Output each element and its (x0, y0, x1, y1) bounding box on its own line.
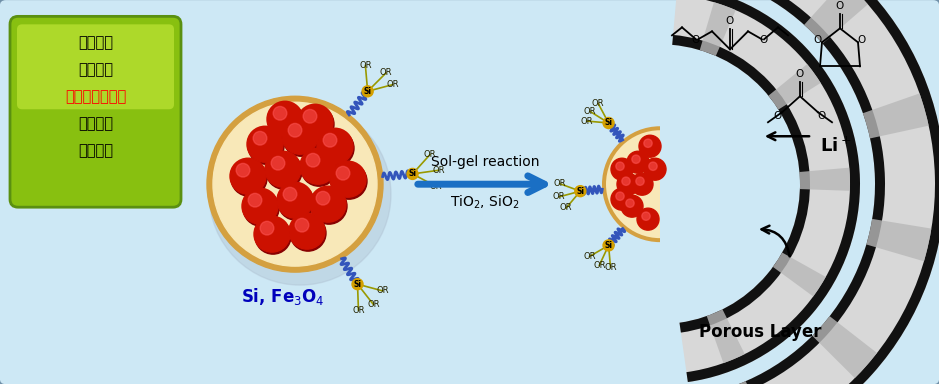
Text: Sol-gel reaction: Sol-gel reaction (431, 155, 539, 169)
Text: OR: OR (583, 252, 595, 261)
Text: O: O (796, 69, 804, 79)
Wedge shape (672, 35, 810, 333)
Circle shape (631, 173, 653, 195)
Circle shape (247, 126, 283, 162)
Wedge shape (804, 0, 868, 43)
Circle shape (318, 130, 354, 166)
Circle shape (316, 191, 330, 205)
Text: O: O (692, 35, 700, 45)
Text: Si: Si (577, 187, 584, 196)
Circle shape (644, 158, 666, 180)
Text: Li$^+$: Li$^+$ (820, 137, 852, 156)
Circle shape (642, 212, 650, 220)
Text: OR: OR (580, 117, 593, 126)
Circle shape (237, 163, 250, 177)
Text: OR: OR (377, 286, 389, 295)
Text: OR: OR (379, 68, 393, 78)
Wedge shape (721, 381, 770, 384)
Circle shape (283, 120, 319, 156)
Circle shape (230, 158, 266, 194)
Circle shape (639, 135, 661, 157)
Wedge shape (867, 219, 931, 261)
Circle shape (407, 169, 418, 179)
Text: O: O (836, 2, 844, 12)
Text: OR: OR (359, 61, 372, 70)
Text: 전궹소재: 전궹소재 (79, 116, 114, 131)
FancyBboxPatch shape (10, 17, 181, 207)
Circle shape (284, 187, 297, 201)
Circle shape (231, 160, 267, 196)
Circle shape (330, 161, 366, 197)
Text: Si: Si (605, 119, 612, 127)
Circle shape (317, 128, 353, 164)
Wedge shape (670, 0, 939, 384)
Circle shape (260, 221, 274, 235)
Circle shape (616, 162, 624, 170)
Text: O: O (774, 111, 782, 121)
Circle shape (278, 184, 314, 220)
FancyBboxPatch shape (17, 24, 174, 109)
Circle shape (207, 96, 383, 272)
Text: OR: OR (429, 182, 441, 190)
Wedge shape (668, 0, 885, 384)
Circle shape (310, 186, 346, 222)
Circle shape (295, 218, 309, 232)
Text: OR: OR (593, 261, 606, 270)
Circle shape (255, 218, 291, 254)
Text: OR: OR (553, 179, 566, 188)
Circle shape (311, 188, 347, 224)
Text: OR: OR (553, 192, 565, 201)
Wedge shape (677, 0, 860, 382)
Text: Porous Layer: Porous Layer (699, 323, 822, 341)
Circle shape (288, 123, 301, 137)
Text: OR: OR (560, 204, 573, 212)
Circle shape (331, 163, 367, 199)
Text: Si: Si (408, 169, 417, 179)
Text: 형성기술: 형성기술 (79, 143, 114, 158)
Circle shape (266, 153, 302, 189)
Text: Si, Fe$_3$O$_4$: Si, Fe$_3$O$_4$ (241, 286, 325, 306)
Circle shape (303, 109, 316, 123)
Circle shape (637, 208, 659, 230)
Circle shape (575, 186, 586, 197)
Text: OR: OR (387, 80, 399, 89)
Circle shape (301, 150, 337, 186)
Text: O: O (726, 17, 734, 26)
Wedge shape (672, 0, 860, 382)
Text: Si: Si (605, 241, 612, 250)
Text: O: O (818, 111, 826, 121)
Text: OR: OR (367, 300, 379, 309)
Circle shape (268, 103, 304, 139)
Wedge shape (700, 2, 736, 56)
Circle shape (611, 188, 633, 210)
Circle shape (323, 133, 337, 147)
Circle shape (213, 102, 377, 266)
Text: OR: OR (592, 99, 605, 108)
Wedge shape (863, 93, 929, 139)
Text: O: O (814, 35, 823, 45)
Circle shape (243, 190, 279, 226)
Circle shape (277, 182, 313, 218)
Text: OR: OR (432, 166, 444, 175)
Circle shape (273, 106, 286, 120)
Circle shape (603, 240, 614, 251)
Text: 임베디드: 임베디드 (79, 62, 114, 77)
Circle shape (297, 104, 333, 140)
Circle shape (267, 101, 303, 137)
Text: 콴러스터: 콴러스터 (79, 35, 114, 50)
Circle shape (352, 279, 363, 290)
Circle shape (617, 173, 639, 195)
Circle shape (254, 216, 290, 252)
Circle shape (254, 131, 267, 145)
Circle shape (362, 86, 373, 97)
Circle shape (649, 162, 657, 170)
Circle shape (271, 156, 285, 170)
Circle shape (621, 195, 643, 217)
Wedge shape (602, 126, 660, 242)
Text: Si: Si (353, 280, 362, 289)
Circle shape (622, 177, 630, 185)
Text: TiO$_2$, SiO$_2$: TiO$_2$, SiO$_2$ (450, 194, 520, 211)
Text: O: O (858, 35, 866, 45)
Circle shape (616, 192, 624, 200)
